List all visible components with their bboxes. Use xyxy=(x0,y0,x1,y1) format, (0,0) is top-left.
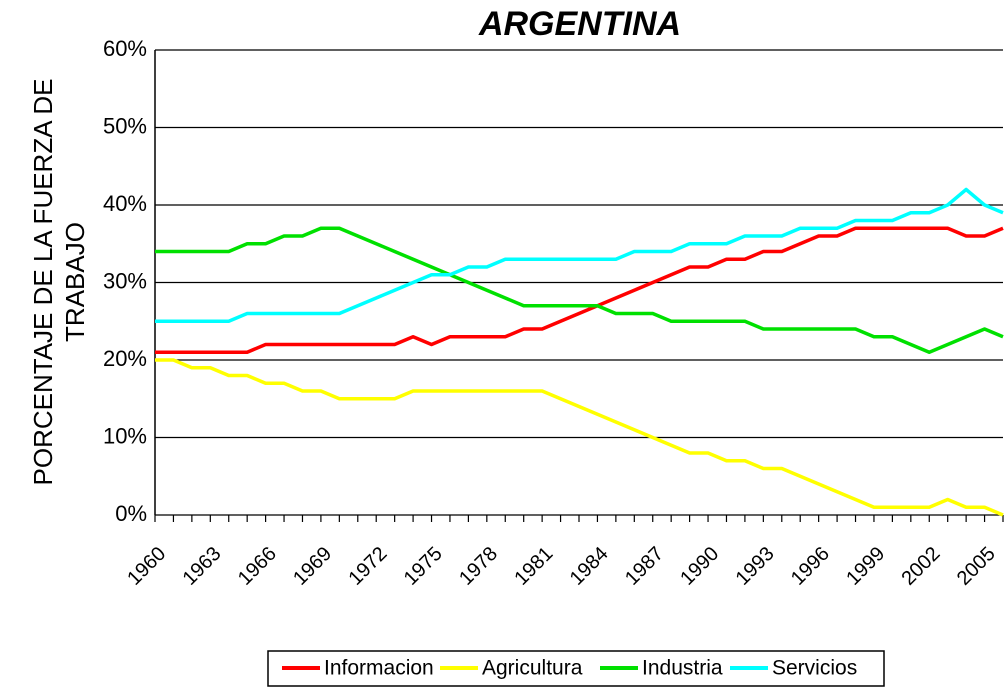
legend-label: Agricultura xyxy=(482,657,583,680)
x-tick-label: 1972 xyxy=(344,543,391,590)
x-tick-label: 1999 xyxy=(842,543,889,590)
line-series xyxy=(155,226,1004,354)
x-tick-label: 1960 xyxy=(123,543,170,590)
legend-label: Industria xyxy=(642,657,723,680)
x-tick-label: 1978 xyxy=(455,543,502,590)
legend-label: Servicios xyxy=(772,657,857,680)
line-series xyxy=(155,187,1004,323)
x-tick-label: 2002 xyxy=(898,543,945,590)
y-tick-label: 10% xyxy=(103,423,147,448)
x-tick-label: 2005 xyxy=(953,543,1000,590)
legend xyxy=(267,650,885,687)
y-tick-label: 60% xyxy=(103,36,147,61)
x-tick-label: 1963 xyxy=(179,543,226,590)
y-tick-label: 40% xyxy=(103,191,147,216)
x-tick-label: 1984 xyxy=(566,543,613,590)
x-tick-label: 1990 xyxy=(676,543,723,590)
y-axis-label: PORCENTAJE DE LA FUERZA DE TRABAJO xyxy=(28,79,90,486)
x-tick-label: 1966 xyxy=(234,543,281,590)
y-tick-label: 50% xyxy=(103,113,147,138)
x-tick-label: 1996 xyxy=(787,543,834,590)
x-tick-label: 1981 xyxy=(510,543,557,590)
y-tick-label: 0% xyxy=(115,501,147,526)
x-tick-label: 1975 xyxy=(400,543,447,590)
line-series xyxy=(155,358,1004,517)
line-series xyxy=(155,226,1004,354)
y-tick-label: 20% xyxy=(103,346,147,371)
x-tick-label: 1993 xyxy=(732,543,779,590)
y-tick-label: 30% xyxy=(103,268,147,293)
chart-title: ARGENTINA xyxy=(478,5,681,43)
y-axis-label-line: TRABAJO xyxy=(60,222,90,342)
legend-label: Informacion xyxy=(324,657,434,680)
y-axis-label-line: PORCENTAJE DE LA FUERZA DE xyxy=(28,79,58,486)
x-tick-label: 1969 xyxy=(289,543,336,590)
x-tick-label: 1987 xyxy=(621,543,668,590)
